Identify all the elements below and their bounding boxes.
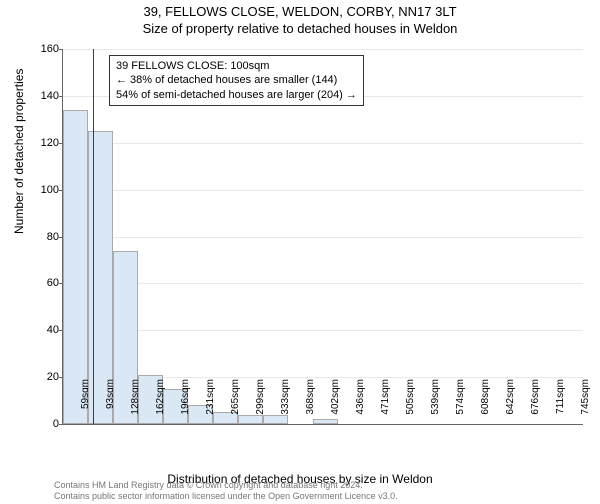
annotation-line3: 54% of semi-detached houses are larger (… <box>116 88 357 102</box>
attribution-line1: Contains HM Land Registry data © Crown c… <box>54 480 398 491</box>
ytick-mark <box>59 96 63 97</box>
xtick-label: 676sqm <box>530 379 541 429</box>
annotation-line1: 39 FELLOWS CLOSE: 100sqm <box>116 59 357 73</box>
gridline <box>63 49 583 50</box>
ytick-mark <box>59 424 63 425</box>
title-main: 39, FELLOWS CLOSE, WELDON, CORBY, NN17 3… <box>0 4 600 19</box>
attribution-text: Contains HM Land Registry data © Crown c… <box>54 480 398 502</box>
xtick-label: 471sqm <box>380 379 391 429</box>
ytick-label: 100 <box>41 184 59 196</box>
ytick-label: 140 <box>41 90 59 102</box>
gridline <box>63 330 583 331</box>
title-sub: Size of property relative to detached ho… <box>0 21 600 36</box>
ytick-label: 60 <box>47 277 59 289</box>
xtick-label: 608sqm <box>480 379 491 429</box>
position-marker-line <box>93 49 94 424</box>
ytick-label: 20 <box>47 371 59 383</box>
annotation-line2: ← 38% of detached houses are smaller (14… <box>116 73 357 87</box>
gridline <box>63 283 583 284</box>
xtick-label: 539sqm <box>430 379 441 429</box>
xtick-label: 505sqm <box>405 379 416 429</box>
ytick-label: 160 <box>41 43 59 55</box>
gridline <box>63 237 583 238</box>
annotation-box: 39 FELLOWS CLOSE: 100sqm← 38% of detache… <box>109 55 364 106</box>
xtick-label: 642sqm <box>505 379 516 429</box>
xtick-label: 711sqm <box>555 379 566 429</box>
gridline <box>63 190 583 191</box>
xtick-label: 402sqm <box>330 379 341 429</box>
ytick-label: 40 <box>47 324 59 336</box>
xtick-label: 333sqm <box>280 379 291 429</box>
histogram-chart: 02040608010012014016059sqm93sqm128sqm162… <box>62 49 582 424</box>
ytick-label: 80 <box>47 231 59 243</box>
xtick-label: 574sqm <box>455 379 466 429</box>
plot-area: 02040608010012014016059sqm93sqm128sqm162… <box>62 49 583 425</box>
ytick-mark <box>59 49 63 50</box>
attribution-line2: Contains public sector information licen… <box>54 491 398 502</box>
xtick-label: 436sqm <box>355 379 366 429</box>
ytick-label: 0 <box>53 418 59 430</box>
gridline <box>63 143 583 144</box>
ytick-label: 120 <box>41 137 59 149</box>
xtick-label: 745sqm <box>580 379 591 429</box>
histogram-bar <box>63 110 88 424</box>
y-axis-label: Number of detached properties <box>12 69 26 234</box>
